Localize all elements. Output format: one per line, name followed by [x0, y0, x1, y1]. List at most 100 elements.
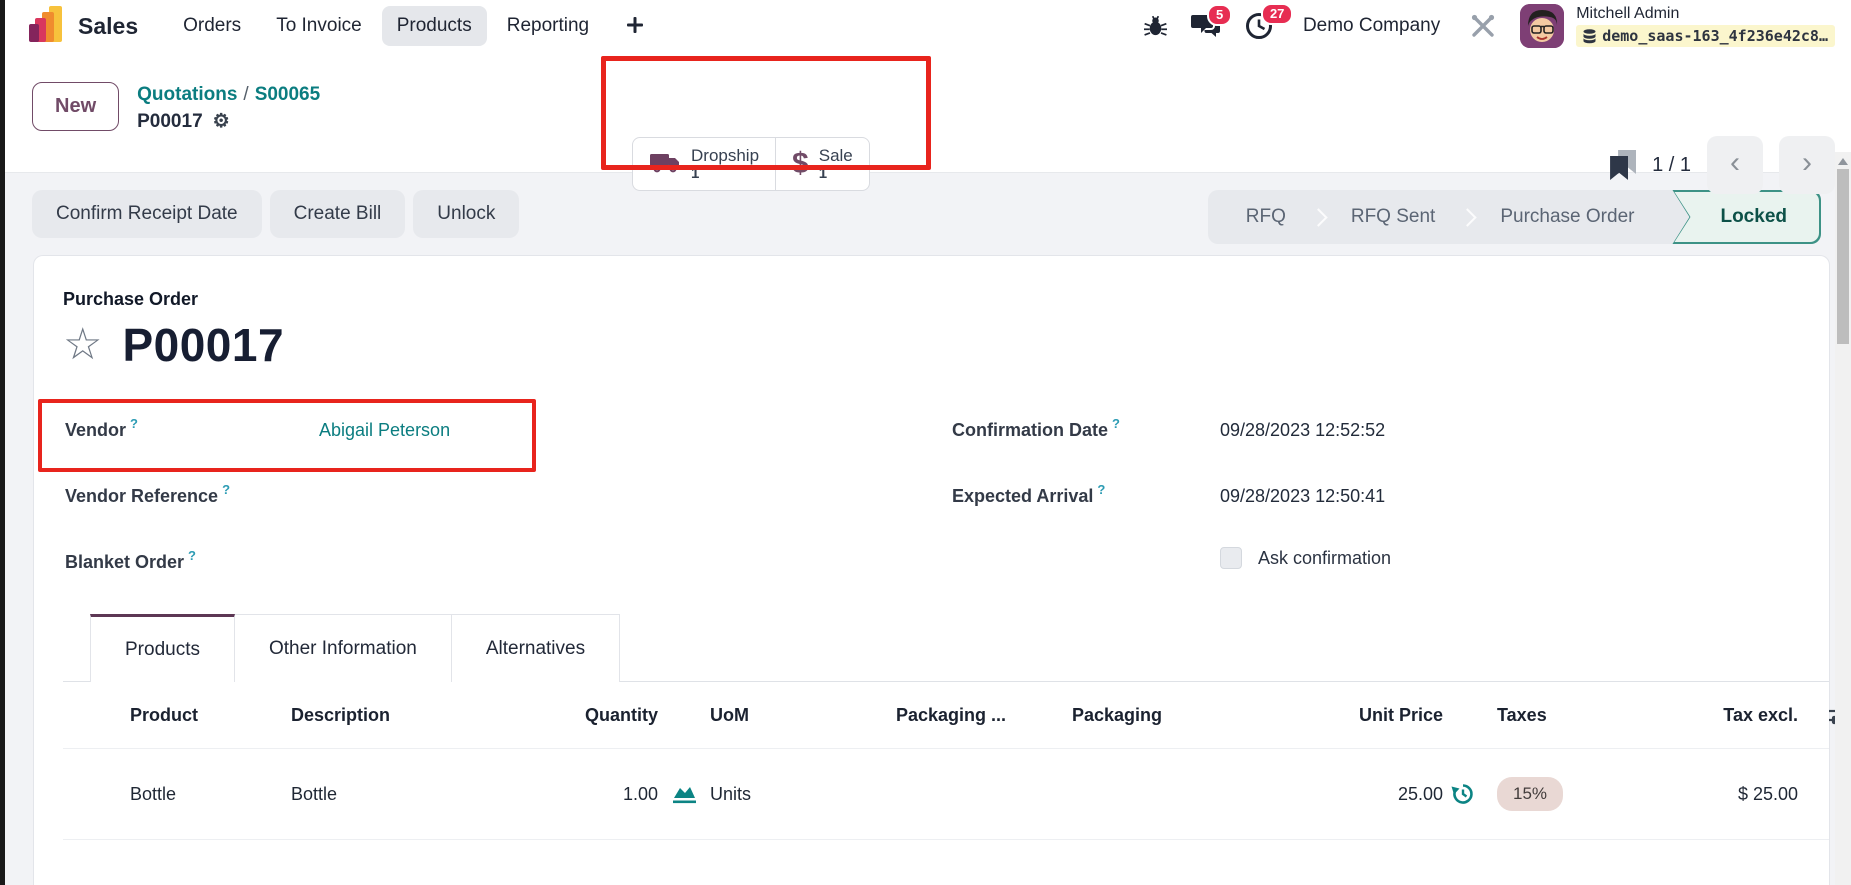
col-packaging-qty[interactable]: Packaging ...	[896, 704, 1007, 725]
dollar-icon: $	[792, 147, 809, 180]
window-edge	[0, 0, 5, 885]
ask-confirmation-label: Ask confirmation	[1258, 547, 1392, 568]
menu-reporting[interactable]: Reporting	[506, 15, 590, 36]
pager-counter: 1 / 1	[1652, 153, 1691, 176]
vendor-label: Vendor	[65, 419, 127, 440]
vendor-field: Vendor? Abigail Peterson	[63, 408, 952, 452]
document-type-label: Purchase Order	[63, 289, 199, 309]
col-packaging[interactable]: Packaging	[1072, 704, 1163, 725]
sale-label: Sale	[818, 145, 853, 165]
col-uom[interactable]: UoM	[710, 704, 749, 725]
messages-icon[interactable]: 5	[1190, 3, 1233, 40]
tools-icon[interactable]	[1470, 13, 1496, 39]
gear-icon[interactable]: ⚙	[212, 111, 230, 132]
price-history-icon[interactable]	[1443, 782, 1483, 806]
pager-next-button[interactable]: ›	[1779, 136, 1835, 194]
plus-icon[interactable]	[615, 8, 655, 44]
top-navbar: Sales Orders To Invoice Products Reporti…	[0, 0, 1851, 52]
scroll-up-arrow-icon[interactable]	[1838, 158, 1848, 165]
company-switcher[interactable]: Demo Company	[1302, 15, 1441, 36]
pager-previous-button[interactable]: ‹	[1707, 136, 1763, 194]
bookmark-icon[interactable]	[1610, 150, 1637, 180]
order-line-row[interactable]: Bottle Bottle 1.00 Units 25.00 15% $ 25.…	[63, 748, 1829, 840]
ask-confirmation-checkbox[interactable]	[1220, 547, 1242, 569]
document-name: P00017	[122, 319, 285, 371]
help-icon: ?	[222, 481, 231, 497]
debug-bug-icon[interactable]	[1143, 15, 1167, 38]
breadcrumb-sale-order[interactable]: S00065	[254, 84, 321, 105]
activities-badge: 27	[1260, 3, 1294, 26]
user-menu[interactable]: Mitchell Admin demo_saas-163_4f236e42c8…	[1576, 5, 1835, 47]
order-lines-header: Product Description Quantity UoM Packagi…	[63, 682, 1851, 748]
cell-quantity[interactable]: 1.00	[622, 783, 658, 804]
status-rfq[interactable]: RFQ	[1245, 206, 1286, 227]
vertical-scrollbar[interactable]	[1835, 152, 1851, 885]
confirmation-date-field: Confirmation Date? 09/28/2023 12:52:52	[952, 408, 1829, 452]
col-unit-price[interactable]: Unit Price	[1358, 704, 1443, 725]
tab-other-information[interactable]: Other Information	[234, 614, 452, 682]
confirmation-date-value[interactable]: 09/28/2023 12:52:52	[1220, 419, 1386, 440]
menu-orders[interactable]: Orders	[183, 15, 242, 36]
sale-smart-button[interactable]: $ Sale 1	[775, 138, 869, 190]
tab-products[interactable]: Products	[90, 614, 235, 682]
breadcrumb-current: P00017	[137, 110, 203, 132]
expected-arrival-value[interactable]: 09/28/2023 12:50:41	[1220, 485, 1386, 506]
cell-taxes[interactable]: 15%	[1483, 777, 1593, 811]
fields-left-column: Vendor? Abigail Peterson Vendor Referenc…	[63, 408, 952, 606]
app-name[interactable]: Sales	[78, 12, 139, 39]
messages-badge: 5	[1206, 3, 1233, 26]
user-avatar[interactable]	[1520, 4, 1565, 48]
control-panel: New Quotations / S00065 P00017 ⚙ Drop	[0, 52, 1851, 194]
notebook-tabs: Products Other Information Alternatives	[63, 614, 1829, 682]
forecast-chart-icon[interactable]	[658, 783, 710, 806]
breadcrumb: Quotations / S00065 P00017 ⚙	[137, 82, 320, 133]
new-button[interactable]: New	[32, 82, 120, 131]
status-rfq-sent[interactable]: RFQ Sent	[1350, 206, 1436, 227]
menu-products[interactable]: Products	[381, 6, 487, 46]
app-brand[interactable]: Sales	[28, 4, 138, 49]
cell-unit-price[interactable]: 25.00	[1397, 783, 1443, 804]
col-description[interactable]: Description	[291, 704, 391, 725]
activities-clock-icon[interactable]: 27	[1245, 3, 1294, 40]
scrollbar-thumb[interactable]	[1837, 169, 1849, 344]
cell-product[interactable]: Bottle	[130, 783, 177, 804]
breadcrumb-quotations[interactable]: Quotations	[137, 84, 238, 105]
cell-description[interactable]: Bottle	[291, 783, 338, 804]
smart-buttons: Dropship 1 $ Sale 1	[632, 137, 870, 191]
main-menu: Orders To Invoice Products Reporting	[168, 6, 655, 46]
col-tax-excl[interactable]: Tax excl.	[1723, 704, 1798, 725]
help-icon: ?	[1112, 415, 1120, 431]
vendor-value-link[interactable]: Abigail Peterson	[319, 419, 451, 440]
confirmation-date-label: Confirmation Date	[952, 419, 1109, 440]
database-name: demo_saas-163_4f236e42c8…	[1602, 27, 1828, 45]
expected-arrival-label: Expected Arrival	[952, 485, 1094, 506]
form-sheet: Purchase Order ☆ P00017 Vendor? Abigail …	[33, 255, 1851, 885]
confirm-receipt-date-button[interactable]: Confirm Receipt Date	[32, 190, 262, 238]
col-taxes[interactable]: Taxes	[1497, 704, 1547, 725]
menu-to-invoice[interactable]: To Invoice	[276, 15, 362, 36]
database-chip: demo_saas-163_4f236e42c8…	[1576, 25, 1835, 47]
vendor-reference-field[interactable]: Vendor Reference?	[63, 474, 952, 518]
fields-right-column: Confirmation Date? 09/28/2023 12:52:52 E…	[952, 408, 1829, 606]
col-product[interactable]: Product	[130, 704, 199, 725]
unlock-button[interactable]: Unlock	[413, 190, 520, 238]
status-locked[interactable]: Locked	[1672, 190, 1821, 244]
blanket-order-label: Blanket Order	[65, 551, 185, 572]
dropship-smart-button[interactable]: Dropship 1	[633, 138, 775, 190]
vendor-reference-label: Vendor Reference	[65, 485, 219, 506]
tax-badge: 15%	[1497, 777, 1564, 811]
breadcrumb-separator: /	[243, 84, 249, 105]
user-name: Mitchell Admin	[1576, 5, 1680, 22]
help-icon: ?	[130, 415, 138, 431]
sale-count: 1	[818, 165, 828, 183]
action-buttons: Confirm Receipt Date Create Bill Unlock	[32, 190, 520, 238]
col-quantity[interactable]: Quantity	[584, 704, 658, 725]
status-purchase-order[interactable]: Purchase Order	[1500, 206, 1635, 227]
blanket-order-field[interactable]: Blanket Order?	[63, 540, 952, 584]
favorite-star-icon[interactable]: ☆	[63, 320, 103, 369]
truck-icon	[649, 150, 681, 179]
create-bill-button[interactable]: Create Bill	[269, 190, 406, 238]
tab-alternatives[interactable]: Alternatives	[451, 614, 621, 682]
dropship-label: Dropship	[691, 145, 760, 165]
cell-uom[interactable]: Units	[710, 783, 752, 804]
